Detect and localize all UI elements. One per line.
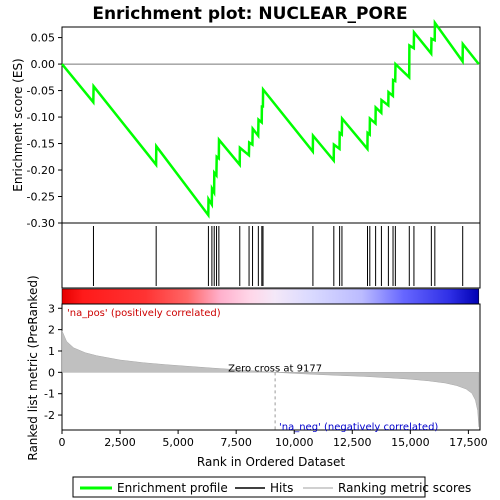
zero-cross-label: Zero cross at 9177 — [228, 363, 322, 374]
es-y-tick-label: -0.10 — [27, 111, 55, 124]
metric-y-tick-label: -1 — [44, 388, 55, 401]
es-y-tick-label: -0.05 — [27, 85, 55, 98]
x-tick-label: 7,500 — [220, 436, 252, 449]
es-y-tick-label: -0.25 — [27, 191, 55, 204]
metric-panel: 3 2 1 0 -1 -2 'na_pos' (positively correlated… — [26, 275, 481, 461]
x-tick-label: 10,000 — [275, 436, 314, 449]
es-y-axis-label: Enrichment score (ES) — [11, 58, 25, 191]
es-y-tick-label: 0.05 — [31, 32, 56, 45]
x-tick-label: 5,000 — [162, 436, 194, 449]
ranking-metric-area — [61, 330, 480, 427]
es-y-tick-label: -0.20 — [27, 164, 55, 177]
enrichment-profile-line — [61, 18, 480, 219]
ranking-color-bar — [61, 288, 480, 305]
es-y-tick-label: 0.00 — [31, 58, 56, 71]
metric-y-tick-label: 2 — [48, 324, 55, 337]
pos-correlated-label: 'na_pos' (positively correlated) — [67, 308, 221, 319]
x-tick-label: 15,000 — [391, 436, 430, 449]
hit-lines — [92, 226, 464, 286]
x-axis-label: Rank in Ordered Dataset — [197, 455, 345, 469]
neg-correlated-label: 'na_neg' (negatively correlated) — [279, 422, 438, 433]
es-panel: 0.05 0.00 -0.05 -0.10 -0.15 -0.20 -0.25 -0.30 E… — [11, 18, 481, 230]
metric-y-tick-label: 1 — [48, 345, 55, 358]
x-tick-label: 2,500 — [104, 436, 136, 449]
es-y-tick-label: -0.15 — [27, 138, 55, 151]
legend-box — [72, 476, 426, 498]
x-ticks: 0 2,500 5,000 7,500 10,000 12,500 15,000 17,500 — [59, 430, 488, 449]
x-tick-label: 12,500 — [333, 436, 372, 449]
legend-enrichment-label: Enrichment profile — [117, 481, 228, 495]
colorbar — [61, 288, 480, 305]
es-y-tick-label: -0.30 — [27, 217, 55, 230]
x-tick-label: 17,500 — [449, 436, 488, 449]
es-y-ticks: 0.05 0.00 -0.05 -0.10 -0.15 -0.20 -0.25 -0.30 — [27, 32, 62, 230]
x-tick-label: 0 — [59, 436, 66, 449]
legend-metric-label: Ranking metric scores — [338, 481, 471, 495]
metric-y-tick-label: 3 — [48, 302, 55, 315]
legend-hits-label: Hits — [270, 481, 293, 495]
metric-y-tick-label: 0 — [48, 366, 55, 379]
hits-panel-frame — [61, 222, 481, 289]
chart-title: Enrichment plot: NUCLEAR_PORE — [92, 4, 407, 24]
legend: Enrichment profile Hits Ranking metric s… — [72, 476, 471, 498]
metric-y-tick-label: -2 — [44, 409, 55, 422]
hits-panel — [61, 222, 481, 289]
metric-y-axis-label: Ranked list metric (PreRanked) — [26, 275, 40, 460]
metric-y-ticks: 3 2 1 0 -1 -2 — [44, 302, 62, 422]
